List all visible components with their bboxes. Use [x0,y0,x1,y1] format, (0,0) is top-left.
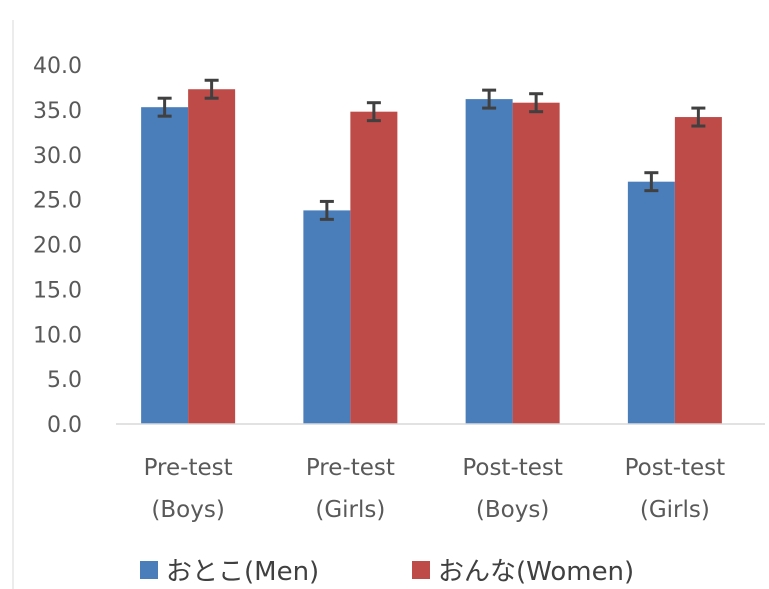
x-tick-label: (Girls) [640,497,710,523]
bar [188,89,236,425]
x-tick-label: (Girls) [315,497,385,523]
y-axis-ticks: 0.0 5.0 10.0 15.0 20.0 25.0 30.0 35.0 40.0 [33,54,82,438]
bar [303,210,351,424]
y-tick-label: 15.0 [33,278,82,303]
legend: おとこ(Men) おんな(Women) [140,557,634,587]
bar [512,102,560,424]
error-bars [157,78,706,221]
y-tick-label: 35.0 [33,99,82,124]
bar [674,117,722,425]
y-tick-label: 25.0 [33,189,82,214]
x-tick-label: Post-test [462,455,563,481]
legend-label: おんな(Women) [438,557,634,587]
x-tick-label: (Boys) [151,497,224,523]
x-tick-label: Post-test [625,455,726,481]
bar [350,111,398,425]
y-tick-label: 30.0 [33,144,82,169]
legend-swatch [140,561,158,579]
bar [627,181,675,424]
x-axis-labels: Pre-test (Boys) Pre-test (Girls) Post-test (B… [144,455,726,523]
x-tick-label: Pre-test [144,455,233,481]
x-tick-label: (Boys) [476,497,549,523]
y-tick-label: 5.0 [47,368,82,393]
legend-swatch [412,561,430,579]
y-tick-label: 10.0 [33,323,82,348]
legend-label: おとこ(Men) [166,557,319,587]
bars [141,89,722,425]
y-tick-label: 40.0 [33,54,82,79]
bar [465,99,513,424]
y-tick-label: 20.0 [33,234,82,259]
x-tick-label: Pre-test [306,455,395,481]
bar [141,107,189,425]
y-tick-label: 0.0 [47,413,82,438]
